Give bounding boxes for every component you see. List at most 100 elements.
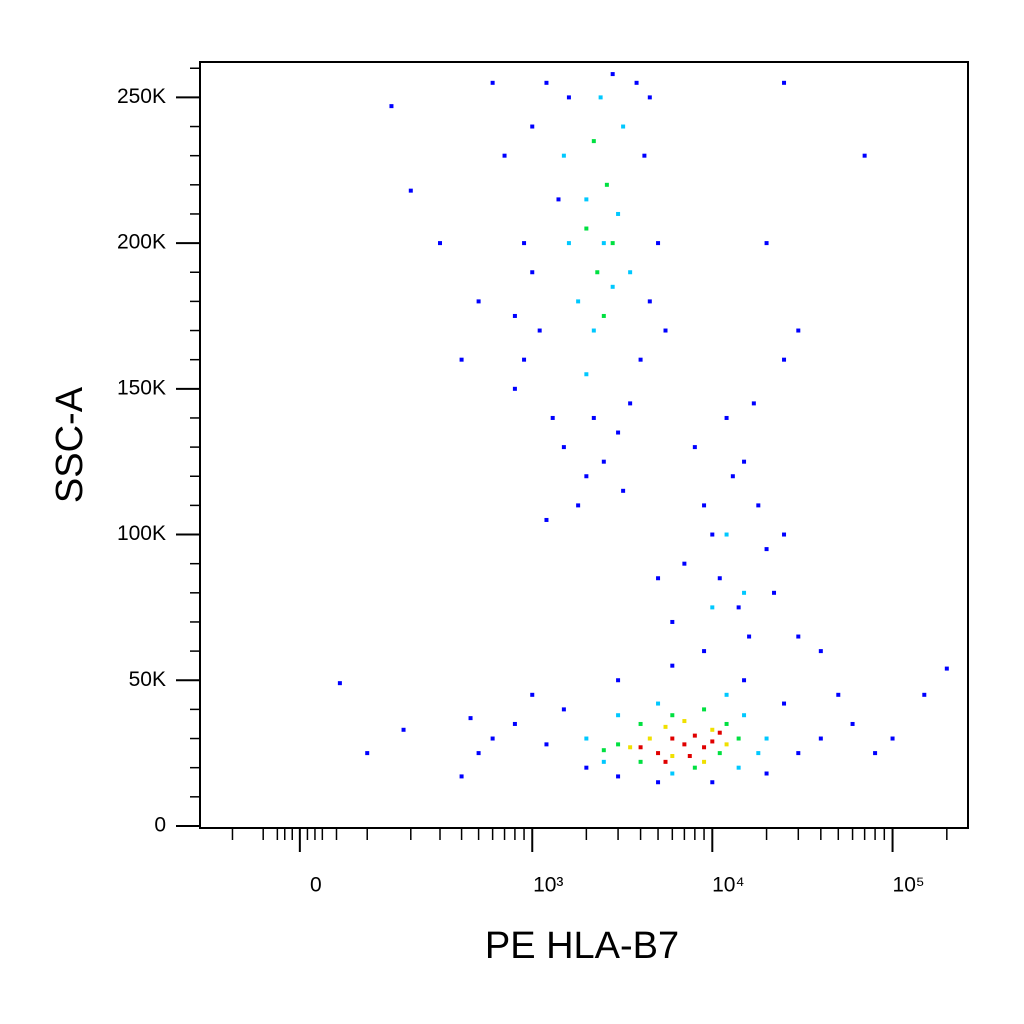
point [756,751,761,756]
point [584,474,589,479]
point [742,590,747,595]
point [647,95,652,100]
point [724,721,729,726]
point [724,415,729,420]
point [736,736,741,741]
point [710,605,715,610]
point [772,590,777,595]
point [782,701,787,706]
point [764,241,769,246]
point [389,104,394,109]
point [702,759,707,764]
point [638,745,643,750]
y-tick-label: 0 [154,814,166,837]
x-tick-label: 0 [310,874,322,897]
point [634,80,639,85]
point [764,547,769,552]
point [782,532,787,537]
point [756,503,761,508]
point [530,270,535,275]
point [610,241,615,246]
point [566,95,571,100]
point [922,692,927,697]
y-tick-label: 100K [117,522,166,545]
point [836,692,841,697]
point [818,649,823,654]
point [638,357,643,362]
point [530,692,535,697]
point [717,576,722,581]
point [724,532,729,537]
point [670,771,675,776]
point [601,759,606,764]
point [647,736,652,741]
point [702,503,707,508]
point [591,139,596,144]
point [576,299,581,304]
point [561,707,566,712]
point [670,619,675,624]
point [556,197,561,202]
point [656,780,661,785]
point [628,401,633,406]
point [438,241,443,246]
point [818,736,823,741]
point [408,188,413,193]
point [862,153,867,158]
point [490,736,495,741]
point [702,707,707,712]
point [595,270,600,275]
point [724,692,729,697]
y-tick-label: 150K [117,376,166,399]
point [401,727,406,732]
point [873,751,878,756]
point [670,736,675,741]
point [710,780,715,785]
point [616,430,621,435]
point [663,328,668,333]
point [365,751,370,756]
point [591,415,596,420]
point [512,386,517,391]
point [682,719,687,724]
x-tick-label: 10⁴ [712,874,744,897]
point [544,742,549,747]
point [710,727,715,732]
y-axis-title: SSC-A [49,386,91,503]
point [616,774,621,779]
point [601,313,606,318]
point [782,80,787,85]
point [692,733,697,738]
point [537,328,542,333]
point [550,415,555,420]
point [710,739,715,744]
point [656,751,661,756]
point [682,742,687,747]
point [656,701,661,706]
point [742,459,747,464]
point [628,745,633,750]
point [692,445,697,450]
point [796,634,801,639]
point [591,328,596,333]
point [544,517,549,522]
point [576,503,581,508]
point [616,678,621,683]
point [692,765,697,770]
point [337,681,342,686]
point [530,124,535,129]
point [663,759,668,764]
point [850,721,855,726]
point [682,561,687,566]
y-tick-label: 250K [117,85,166,108]
point [522,241,527,246]
point [610,72,615,77]
point [476,299,481,304]
point [717,730,722,735]
point [610,284,615,289]
point [796,751,801,756]
point [522,357,527,362]
point [561,445,566,450]
point [604,182,609,187]
